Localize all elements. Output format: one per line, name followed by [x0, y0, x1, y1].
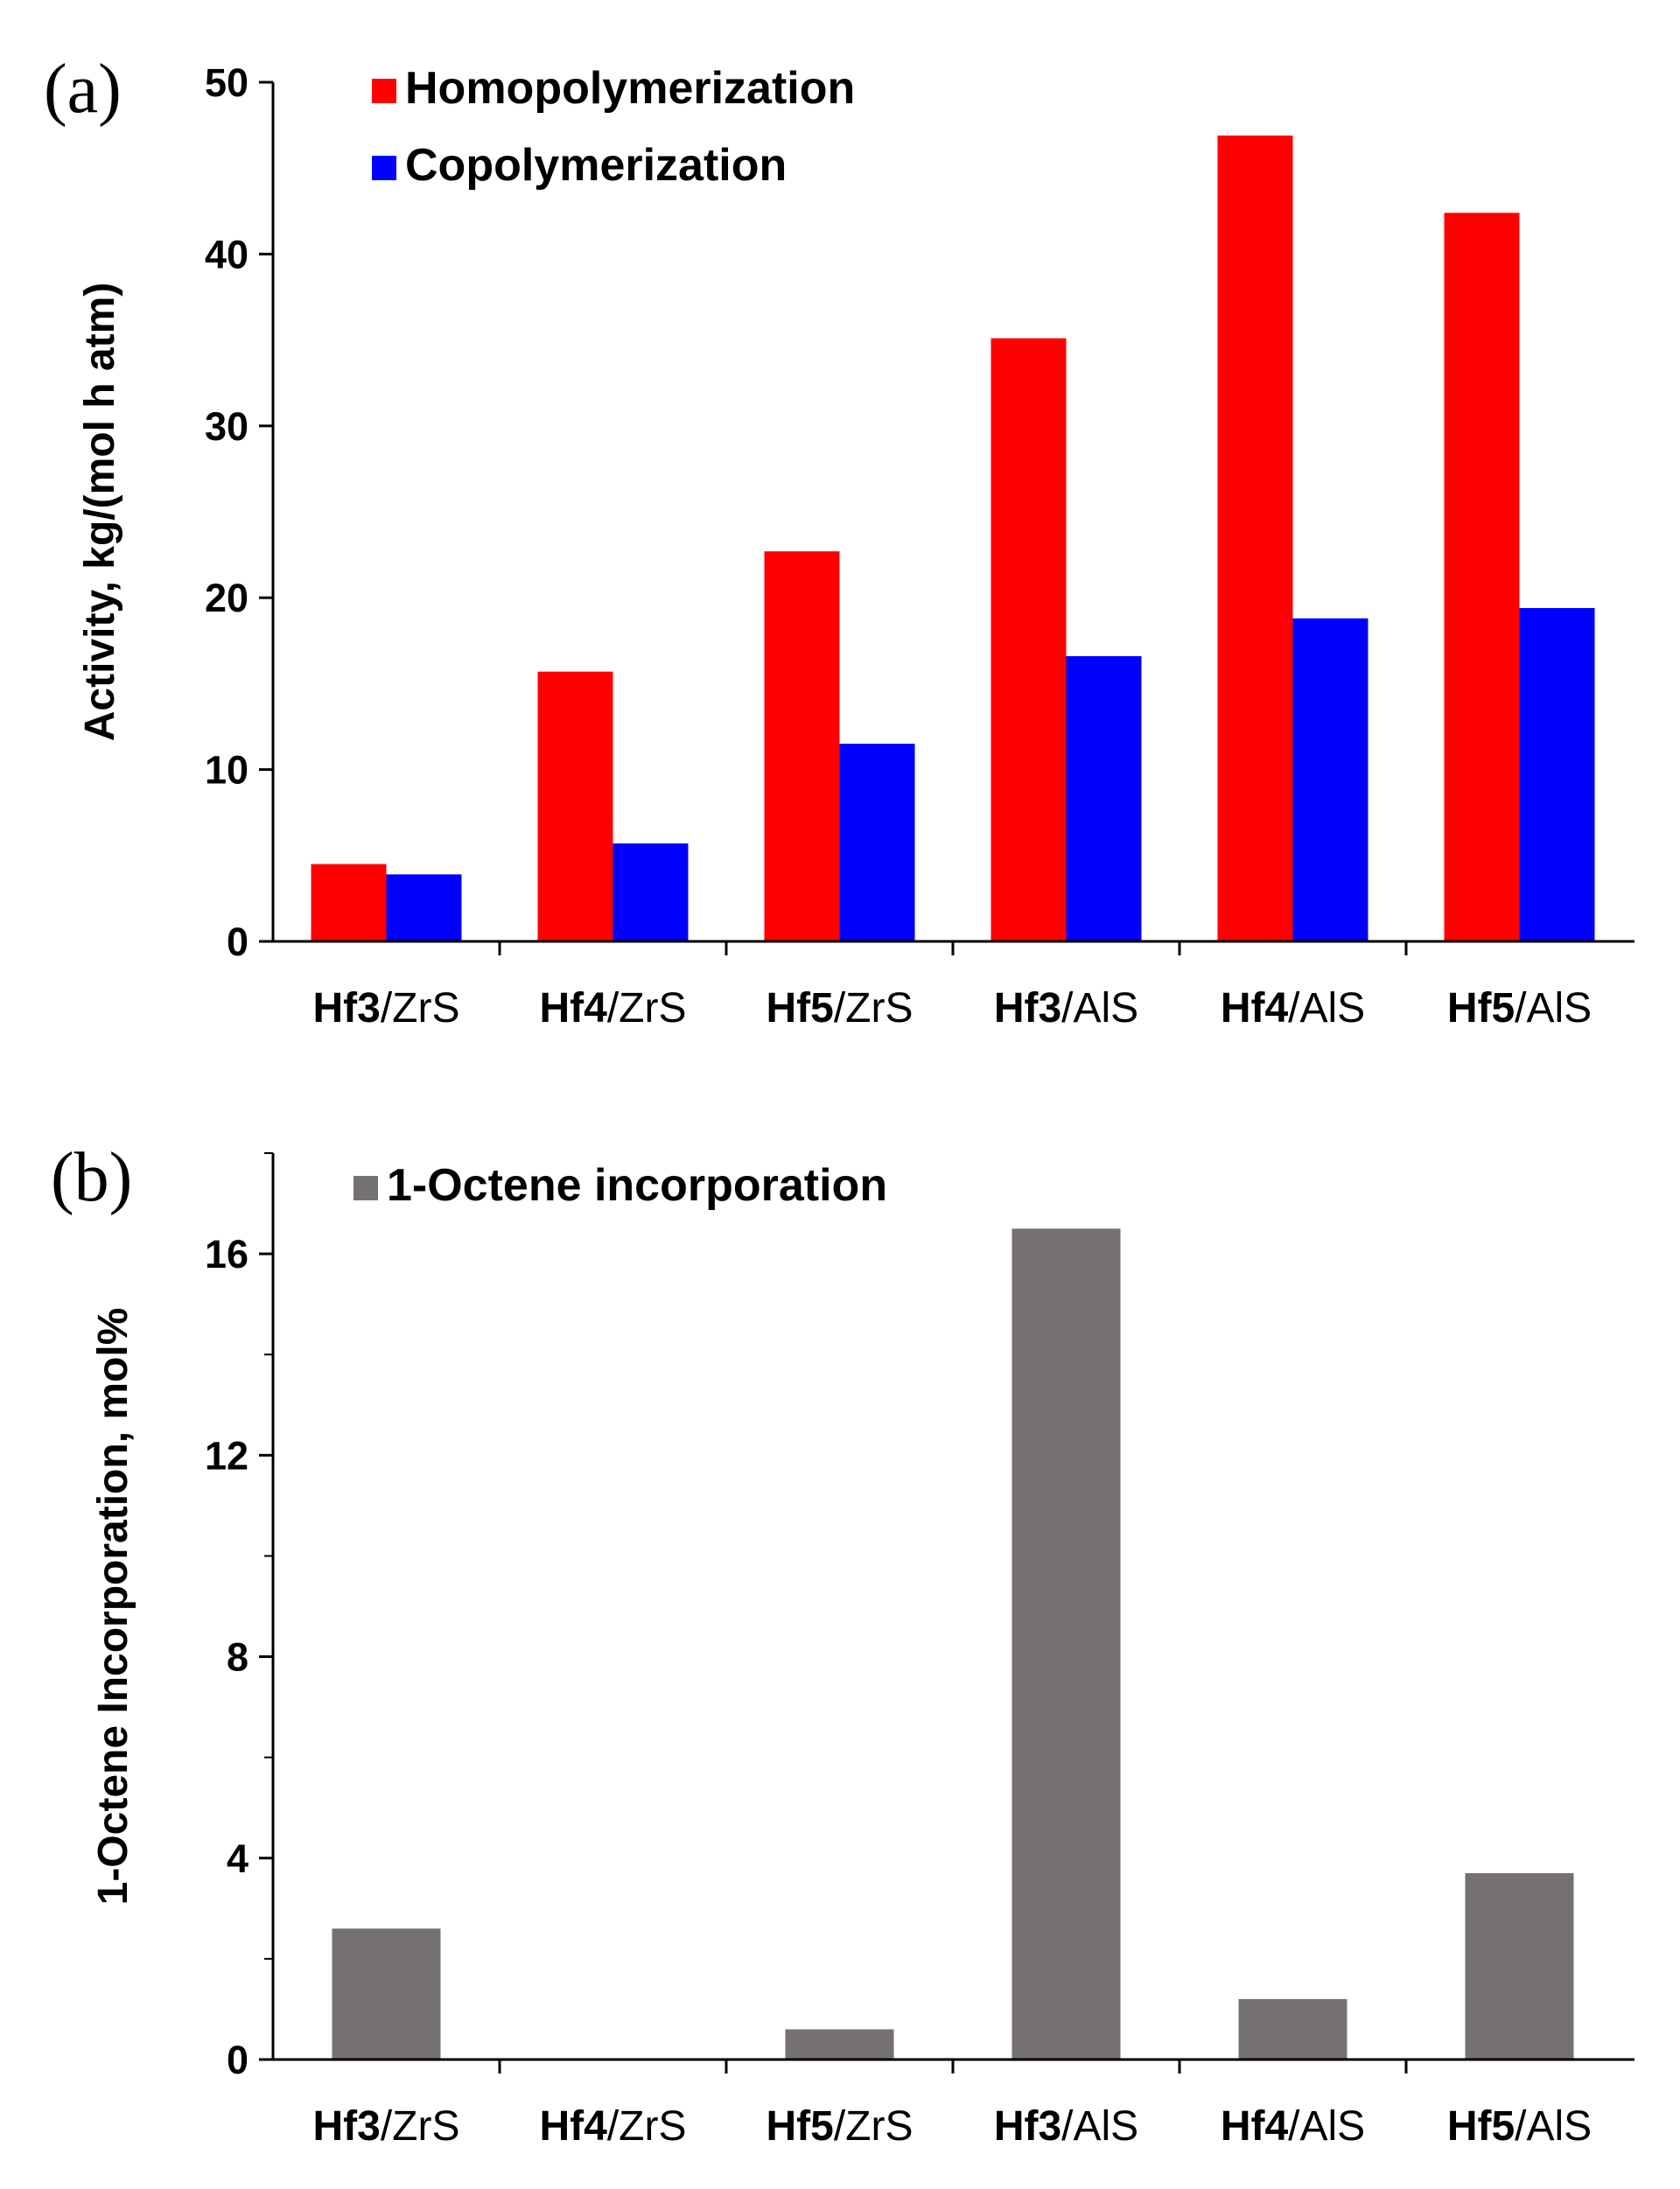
- y-tick-label: 0: [227, 920, 248, 964]
- bar: [990, 338, 1067, 941]
- legend-label: Homopolymerization: [405, 63, 855, 114]
- bar: [785, 2029, 894, 2060]
- y-axis-title: 1-Octene Incorporation, mol%: [90, 1308, 136, 1906]
- y-tick-label: 40: [205, 232, 248, 276]
- x-category-label: Hf3/ZrS: [313, 2103, 460, 2150]
- legend-swatch: [372, 156, 396, 180]
- bar: [1519, 607, 1595, 941]
- x-category-label: Hf4/ZrS: [540, 2103, 687, 2150]
- bar: [1066, 655, 1142, 941]
- x-category-label: Hf4/AlS: [1221, 2103, 1365, 2150]
- bar: [537, 671, 613, 941]
- x-category-label: Hf3/ZrS: [313, 985, 460, 1032]
- y-tick-label: 8: [227, 1635, 248, 1680]
- bar: [839, 744, 915, 941]
- x-category-label: Hf5/AlS: [1447, 985, 1592, 1032]
- x-category-label: Hf5/ZrS: [766, 985, 914, 1032]
- bar: [1012, 1228, 1121, 2060]
- y-tick-label: 16: [205, 1232, 248, 1276]
- x-category-label: Hf4/AlS: [1221, 985, 1365, 1032]
- x-category-label: Hf4/ZrS: [540, 985, 687, 1032]
- y-tick-label: 50: [205, 60, 248, 105]
- bar: [612, 843, 689, 941]
- bar: [764, 551, 840, 941]
- bar: [311, 864, 387, 941]
- legend-label: 1-Octene incorporation: [387, 1160, 887, 1211]
- bar: [386, 874, 462, 941]
- bar: [1444, 213, 1520, 941]
- x-category-label: Hf3/AlS: [994, 2103, 1138, 2150]
- bar: [332, 1928, 441, 2060]
- panel-letter: (b): [51, 1139, 132, 1216]
- legend-swatch: [354, 1176, 378, 1200]
- panel-letter: (a): [44, 51, 122, 128]
- y-tick-label: 10: [205, 748, 248, 793]
- legend-label: Copolymerization: [405, 140, 787, 191]
- y-tick-label: 30: [205, 404, 248, 449]
- chart-panel-a: (a) 0 10 20 30 40 50 Hf3/ZrS Hf4/ZrS Hf5/ZrS Hf3/A…: [44, 51, 1634, 1032]
- bar: [1465, 1873, 1574, 2060]
- x-category-label: Hf3/AlS: [994, 985, 1138, 1032]
- bar: [1217, 135, 1293, 941]
- legend-swatch: [372, 79, 396, 103]
- y-tick-label: 4: [227, 1836, 248, 1881]
- y-axis-title: Activity, kg/(mol h atm): [77, 283, 123, 742]
- chart-panel-b: (b) 0 4 8 12 16 Hf3/ZrS Hf4/ZrS Hf5/ZrS Hf3/AlS Hf…: [51, 1139, 1634, 2150]
- y-tick-label: 20: [205, 576, 248, 620]
- y-tick-label: 12: [205, 1433, 248, 1478]
- bar: [1238, 1998, 1348, 2060]
- x-category-label: Hf5/AlS: [1447, 2103, 1592, 2150]
- bar: [1292, 618, 1368, 941]
- x-category-label: Hf5/ZrS: [766, 2103, 914, 2150]
- y-tick-label: 0: [227, 2038, 248, 2082]
